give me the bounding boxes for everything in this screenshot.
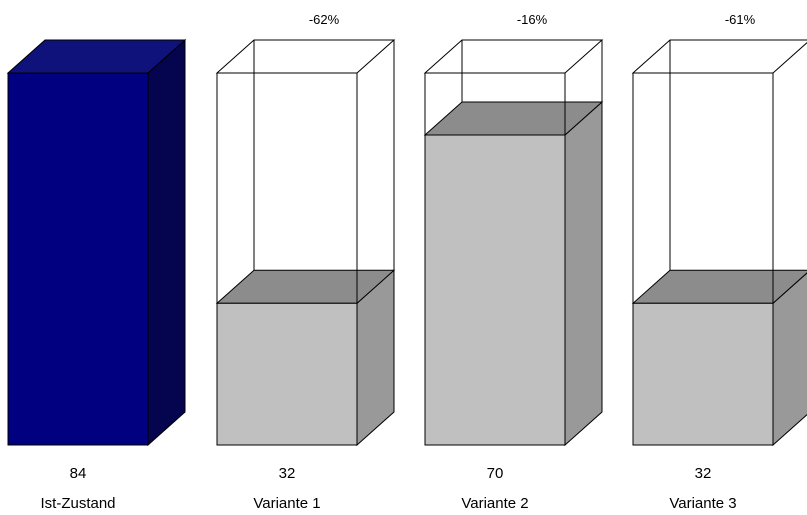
- value-label: 70: [487, 465, 504, 482]
- category-label: Variante 2: [461, 495, 528, 512]
- bar-side-face: [147, 38, 186, 447]
- bar-front-face: [7, 72, 149, 446]
- value-label: 84: [70, 465, 87, 482]
- bar-side-face: [564, 100, 603, 447]
- bar-4: [631, 39, 807, 447]
- category-label: Ist-Zustand: [40, 495, 115, 512]
- change-label: -16%: [517, 12, 548, 27]
- value-label: 32: [279, 465, 296, 482]
- bar-front-face: [216, 302, 358, 446]
- reference-outline-upper: [631, 39, 807, 304]
- bar-front-face: [632, 302, 774, 446]
- value-label: 32: [695, 465, 712, 482]
- bar-1: [6, 38, 187, 447]
- bar-2: [215, 39, 396, 447]
- bars-layer: [6, 38, 807, 447]
- change-label: -62%: [309, 12, 340, 27]
- change-label: -61%: [725, 12, 756, 27]
- reference-outline-upper: [423, 39, 604, 135]
- category-label: Variante 1: [253, 495, 320, 512]
- reference-outline-upper: [215, 39, 396, 304]
- category-label: Variante 3: [669, 495, 736, 512]
- bar-3: [423, 39, 604, 447]
- bar-front-face: [424, 134, 566, 446]
- labels-layer: 84 Ist-Zustand -62% 32 Variante 1 -16% 70 Varia…: [40, 12, 755, 512]
